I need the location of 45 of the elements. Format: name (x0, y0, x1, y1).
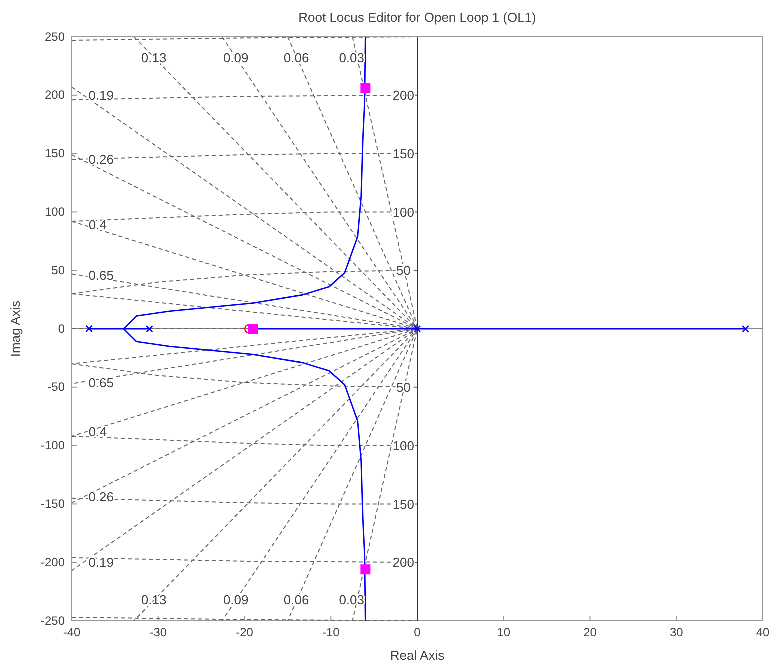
x-tick-label: -30 (150, 626, 168, 640)
x-tick-label: 40 (756, 626, 769, 640)
x-tick-label: 10 (497, 626, 511, 640)
annotation: 0.26 (88, 490, 114, 505)
annotation: 0.09 (223, 50, 249, 66)
annotation: 0.13 (141, 50, 167, 66)
annotation: 0.4 (88, 218, 107, 233)
annotation: 0.06 (284, 592, 310, 608)
y-tick-label: -150 (40, 497, 66, 512)
annotation: 0.03 (339, 592, 365, 608)
annotation: 100 (392, 204, 415, 220)
annotation: 0.19 (88, 88, 114, 103)
annotation: 0.65 (88, 268, 114, 283)
y-tick-label: 150 (44, 146, 66, 161)
annotation: 0.26 (88, 152, 114, 168)
annotation: 0.06 (284, 50, 310, 66)
annotation: 0.03 (339, 50, 365, 66)
annotation: 200 (392, 88, 415, 103)
annotation: 0.09 (223, 592, 249, 608)
y-tick-label: -50 (48, 380, 66, 394)
y-tick-label: 50 (52, 263, 66, 278)
x-tick-label: -10 (322, 626, 340, 640)
y-tick-label: -250 (40, 614, 66, 628)
x-axis-title: Real Axis (390, 648, 446, 663)
y-tick-label: 0 (58, 322, 66, 336)
x-tick-label: 20 (584, 626, 598, 640)
x-tick-label: 0 (414, 626, 422, 640)
x-tick-label: -40 (63, 626, 81, 640)
chart-title: Root Locus Editor for Open Loop 1 (OL1) (298, 10, 536, 25)
x-tick-label: -20 (236, 626, 254, 640)
annotation: 100 (392, 438, 415, 454)
y-tick-label: -100 (40, 438, 66, 453)
annotation: 0.4 (88, 424, 107, 440)
y-tick-label: 100 (44, 205, 66, 220)
x-tick-label: 30 (670, 626, 684, 640)
annotation: 150 (392, 496, 415, 512)
y-tick-label: -200 (40, 555, 66, 570)
annotation: 150 (392, 146, 415, 162)
y-tick-label: 200 (44, 88, 66, 102)
annotation: 0.65 (88, 375, 114, 390)
annotation: 0.13 (141, 592, 167, 608)
annotation: 0.19 (88, 555, 114, 570)
annotation: 200 (392, 555, 415, 570)
y-tick-label: 250 (44, 30, 66, 44)
y-axis-title: Imag Axis (8, 300, 23, 358)
